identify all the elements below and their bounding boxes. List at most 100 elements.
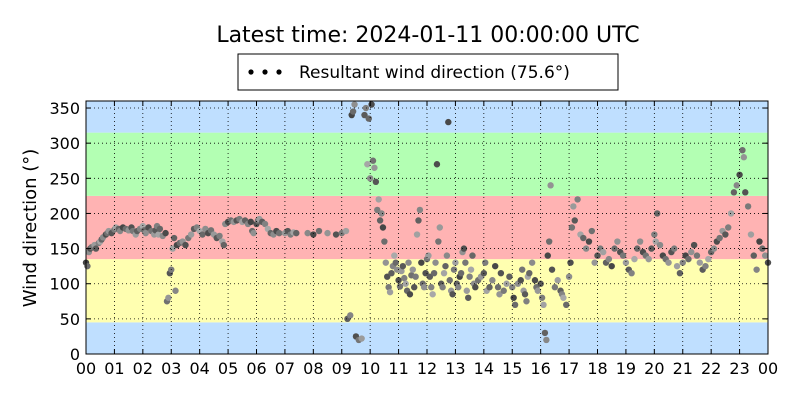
data-point	[92, 245, 100, 252]
data-point	[497, 269, 505, 277]
data-point	[652, 238, 659, 245]
data-point	[378, 210, 385, 217]
data-point	[574, 196, 581, 203]
data-point	[450, 266, 458, 273]
data-point	[462, 259, 469, 266]
data-point	[489, 277, 496, 284]
y-axis-label: Wind direction (°)	[20, 149, 41, 308]
x-tick-label: 07	[275, 359, 295, 378]
data-point	[349, 108, 357, 115]
data-point	[696, 259, 703, 266]
data-point	[187, 231, 195, 238]
data-point	[634, 245, 641, 252]
data-point	[293, 229, 300, 237]
data-point	[567, 259, 574, 266]
data-point	[742, 189, 749, 196]
scatter-points	[82, 101, 772, 344]
x-tick-label: 05	[218, 359, 238, 378]
data-point	[482, 259, 489, 266]
data-point	[518, 266, 526, 273]
data-point	[554, 277, 561, 284]
x-tick-label: 08	[303, 359, 323, 378]
data-point	[740, 154, 748, 161]
data-point	[398, 267, 405, 275]
direction-band	[86, 322, 768, 354]
data-point	[261, 220, 269, 228]
data-point	[362, 104, 370, 112]
data-point	[396, 283, 404, 290]
data-point	[315, 227, 323, 235]
data-point	[463, 287, 470, 294]
data-point	[466, 273, 473, 280]
data-point	[705, 255, 712, 263]
x-tick-label: 14	[474, 359, 494, 378]
data-point	[548, 266, 556, 273]
x-tick-label: 00	[76, 359, 96, 378]
data-point	[690, 241, 698, 249]
data-point	[537, 280, 544, 287]
data-point	[722, 231, 729, 238]
x-tick-label: 20	[644, 359, 664, 378]
data-point	[653, 210, 661, 217]
data-point	[685, 255, 692, 263]
data-point	[510, 294, 517, 301]
data-point	[747, 231, 755, 238]
y-tick-label: 50	[60, 310, 80, 329]
gridlines	[86, 101, 768, 354]
data-point	[425, 252, 432, 259]
data-point	[673, 262, 681, 270]
direction-band	[86, 259, 768, 323]
data-point	[526, 269, 533, 277]
data-point	[585, 238, 593, 245]
direction-band	[86, 101, 768, 133]
data-point	[310, 231, 317, 238]
x-tick-label: 23	[729, 359, 749, 378]
data-point	[372, 178, 380, 186]
data-point	[645, 255, 652, 263]
data-point	[631, 255, 638, 263]
data-point	[496, 291, 503, 298]
data-point	[534, 287, 542, 294]
data-point	[517, 277, 524, 284]
data-point	[591, 259, 598, 266]
data-point	[368, 101, 375, 108]
axis-ticks	[85, 101, 769, 355]
data-point	[651, 231, 658, 238]
data-point	[571, 217, 578, 224]
data-point	[379, 224, 387, 231]
x-tick-label: 09	[332, 359, 352, 378]
data-point	[409, 266, 416, 273]
data-point	[433, 161, 441, 168]
data-point	[693, 252, 701, 259]
data-point	[432, 259, 439, 266]
data-point	[84, 262, 91, 270]
data-point	[594, 252, 601, 259]
data-point	[199, 231, 206, 238]
data-point	[401, 274, 408, 282]
x-tick-label: 17	[559, 359, 579, 378]
data-point	[351, 101, 358, 108]
data-point	[614, 238, 621, 245]
data-point	[702, 262, 709, 270]
x-tick-label: 02	[133, 359, 153, 378]
x-tick-label: 22	[701, 359, 721, 378]
data-point	[761, 252, 769, 259]
data-point	[415, 217, 422, 224]
data-point	[374, 206, 381, 214]
data-point	[416, 206, 424, 214]
data-point	[430, 269, 438, 277]
data-point	[392, 259, 399, 266]
data-point	[142, 229, 149, 237]
data-point	[413, 231, 421, 238]
data-point	[406, 291, 414, 298]
data-point	[342, 227, 350, 235]
data-point	[457, 269, 465, 277]
x-tick-label: 11	[388, 359, 408, 378]
data-point	[460, 245, 468, 252]
y-tick-label: 0	[70, 345, 80, 364]
data-point	[405, 259, 412, 266]
data-point	[369, 157, 377, 164]
data-point	[725, 224, 732, 231]
